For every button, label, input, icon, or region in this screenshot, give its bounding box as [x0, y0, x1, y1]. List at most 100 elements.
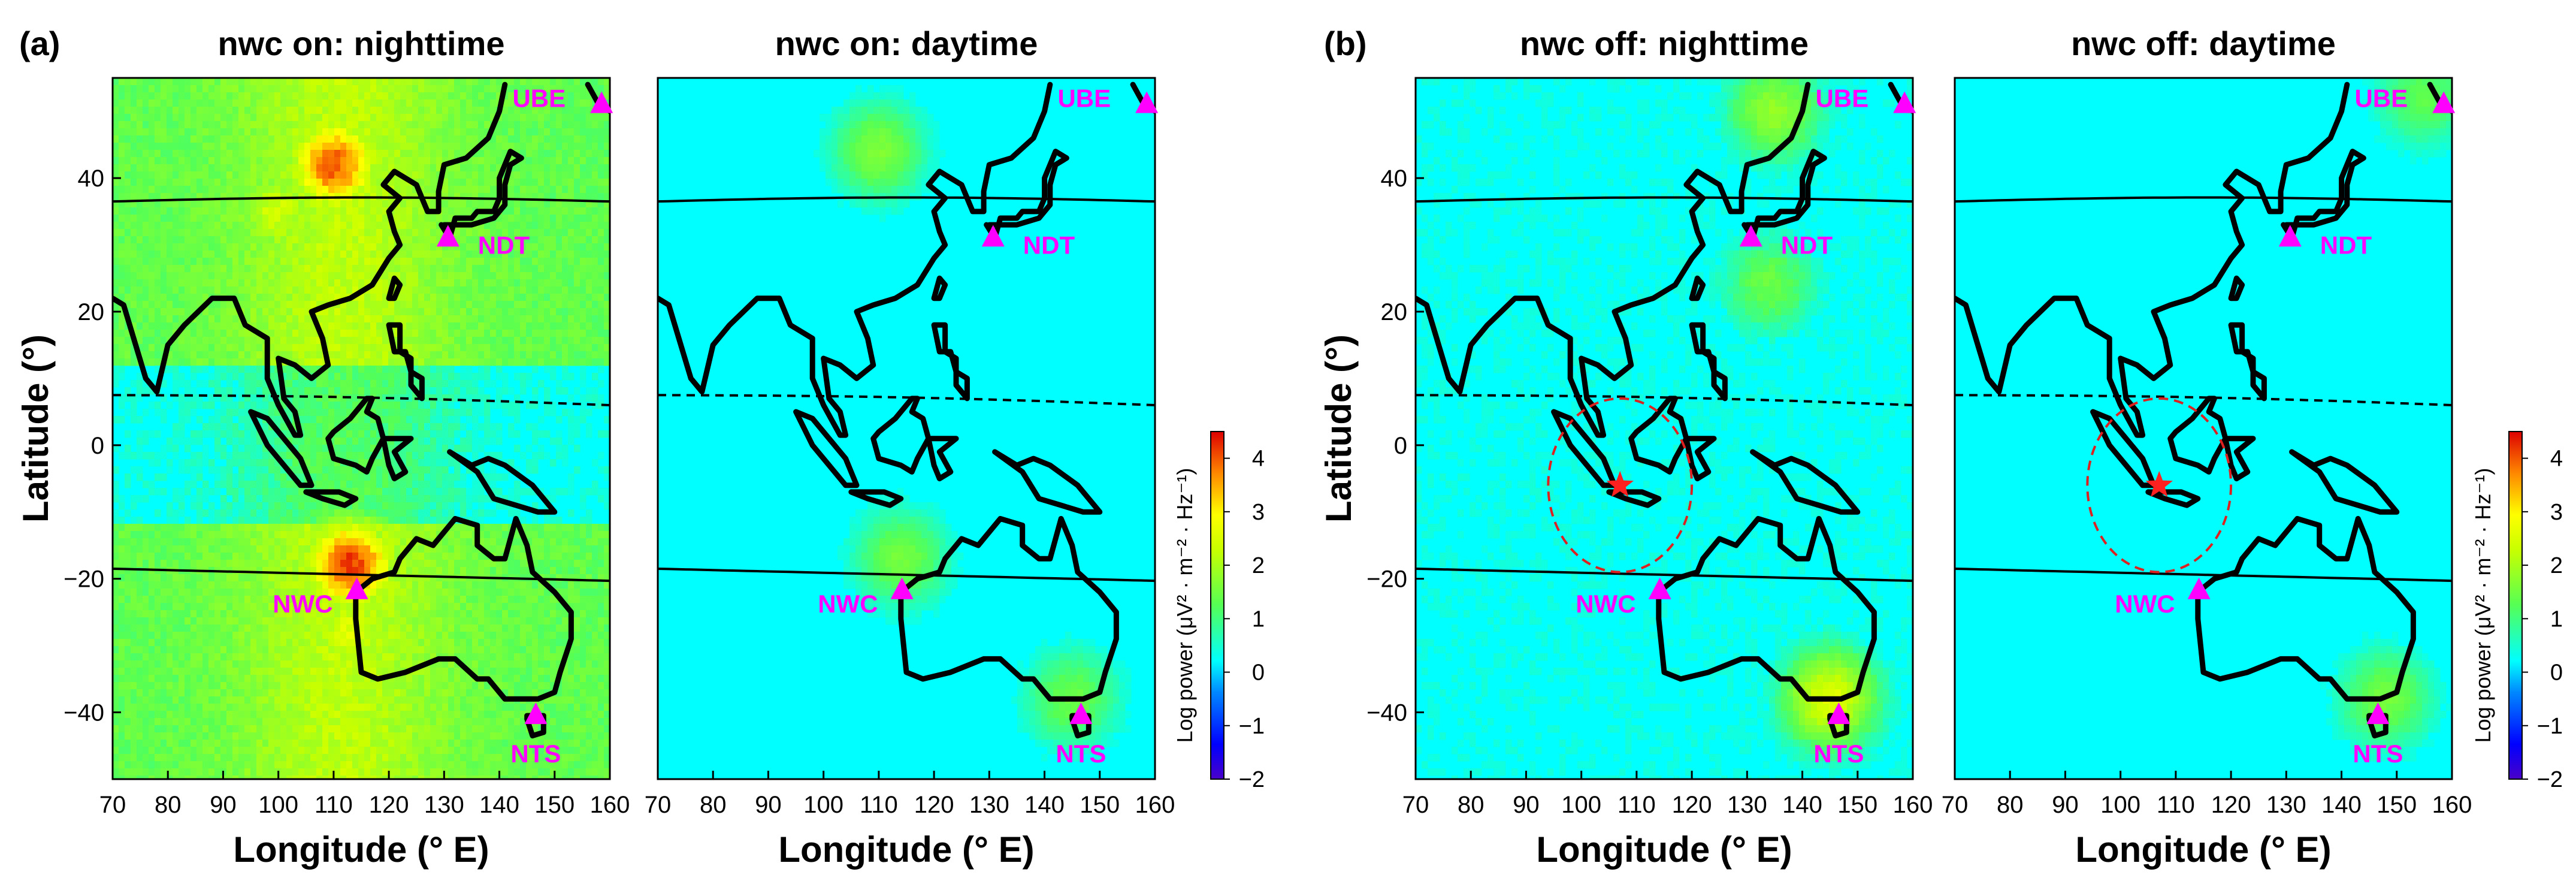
heat-cell: [418, 358, 425, 366]
heat-cell: [328, 279, 335, 287]
heat-cell: [388, 711, 395, 719]
heat-cell: [358, 85, 365, 93]
heat-cell: [382, 107, 389, 114]
heat-cell: [238, 495, 245, 503]
heat-cell: [382, 143, 389, 150]
heat-cell: [274, 538, 281, 546]
heat-cell: [185, 107, 191, 114]
heat-cell: [262, 689, 269, 697]
heat-cell: [352, 380, 359, 388]
heat-cell: [334, 524, 341, 532]
heat-cell: [244, 567, 251, 575]
heat-cell: [268, 402, 275, 409]
heat-cell: [202, 171, 209, 179]
heat-cell: [256, 207, 263, 215]
heat-cell: [322, 157, 329, 165]
heat-cell: [185, 258, 191, 266]
heat-cell: [400, 696, 407, 704]
heat-cell: [346, 157, 353, 165]
heat-cell: [214, 330, 221, 337]
heat-cell: [418, 603, 425, 611]
heat-cell: [346, 135, 353, 143]
heat-cell: [352, 330, 359, 337]
heat-cell: [412, 330, 419, 337]
heat-cell: [161, 394, 167, 402]
heat-cell: [328, 402, 335, 409]
heat-cell: [226, 179, 233, 186]
heat-cell: [185, 380, 191, 388]
heat-cell: [220, 143, 227, 150]
heat-cell: [370, 488, 377, 496]
heat-cell: [214, 610, 221, 618]
heat-cell: [202, 92, 209, 100]
heat-cell: [412, 545, 419, 553]
heat-cell: [232, 179, 239, 186]
heat-cell: [214, 653, 221, 661]
heat-cell: [358, 488, 365, 496]
heat-cell: [185, 653, 191, 661]
heat-cell: [298, 344, 305, 352]
heat-cell: [131, 164, 137, 172]
heat-cell: [202, 538, 209, 546]
heat-cell: [298, 517, 305, 524]
heat-cell: [382, 732, 389, 740]
heat-cell: [364, 473, 371, 481]
heat-cell: [155, 351, 161, 359]
heat-cell: [238, 610, 245, 618]
heat-cell: [238, 754, 245, 762]
heat-cell: [394, 301, 401, 309]
heat-cell: [340, 171, 347, 179]
heat-cell: [214, 229, 221, 237]
heat-cell: [125, 107, 131, 114]
heat-cell: [208, 78, 215, 86]
heat-cell: [346, 301, 353, 309]
heat-cell: [316, 279, 323, 287]
heat-cell: [137, 495, 143, 503]
heat-cell: [328, 560, 335, 568]
heat-cell: [292, 639, 299, 647]
heat-cell: [119, 538, 125, 546]
heat-cell: [167, 279, 173, 287]
heat-cell: [262, 452, 269, 460]
heat-cell: [238, 445, 245, 452]
heat-cell: [304, 135, 311, 143]
heat-cell: [196, 653, 203, 661]
heat-cell: [226, 251, 233, 258]
heat-cell: [262, 718, 269, 726]
heat-cell: [424, 517, 431, 524]
heat-cell: [149, 308, 155, 316]
heat-cell: [406, 531, 413, 539]
heat-cell: [382, 229, 389, 237]
heat-cell: [418, 624, 425, 632]
heat-cell: [244, 157, 251, 165]
heat-cell: [155, 207, 161, 215]
heat-cell: [244, 337, 251, 345]
heat-cell: [412, 164, 419, 172]
heat-cell: [304, 351, 311, 359]
heat-cell: [364, 236, 371, 244]
heat-cell: [322, 509, 329, 517]
heat-cell: [214, 553, 221, 560]
heat-cell: [268, 589, 275, 596]
heat-cell: [274, 200, 281, 208]
heat-cell: [250, 495, 257, 503]
heat-cell: [376, 660, 383, 668]
heat-cell: [406, 689, 413, 697]
heat-cell: [376, 725, 383, 733]
heat-cell: [131, 215, 137, 222]
heat-cell: [358, 423, 365, 431]
heat-cell: [346, 99, 353, 107]
heat-cell: [376, 452, 383, 460]
heat-cell: [388, 150, 395, 158]
heat-cell: [364, 768, 371, 776]
heat-cell: [256, 387, 263, 395]
heat-cell: [340, 740, 347, 747]
heat-cell: [167, 632, 173, 639]
heat-cell: [286, 279, 293, 287]
heat-cell: [292, 315, 299, 323]
heat-cell: [167, 438, 173, 445]
heat-cell: [280, 603, 287, 611]
heat-cell: [143, 740, 149, 747]
heat-cell: [352, 524, 359, 532]
heat-cell: [310, 459, 317, 467]
